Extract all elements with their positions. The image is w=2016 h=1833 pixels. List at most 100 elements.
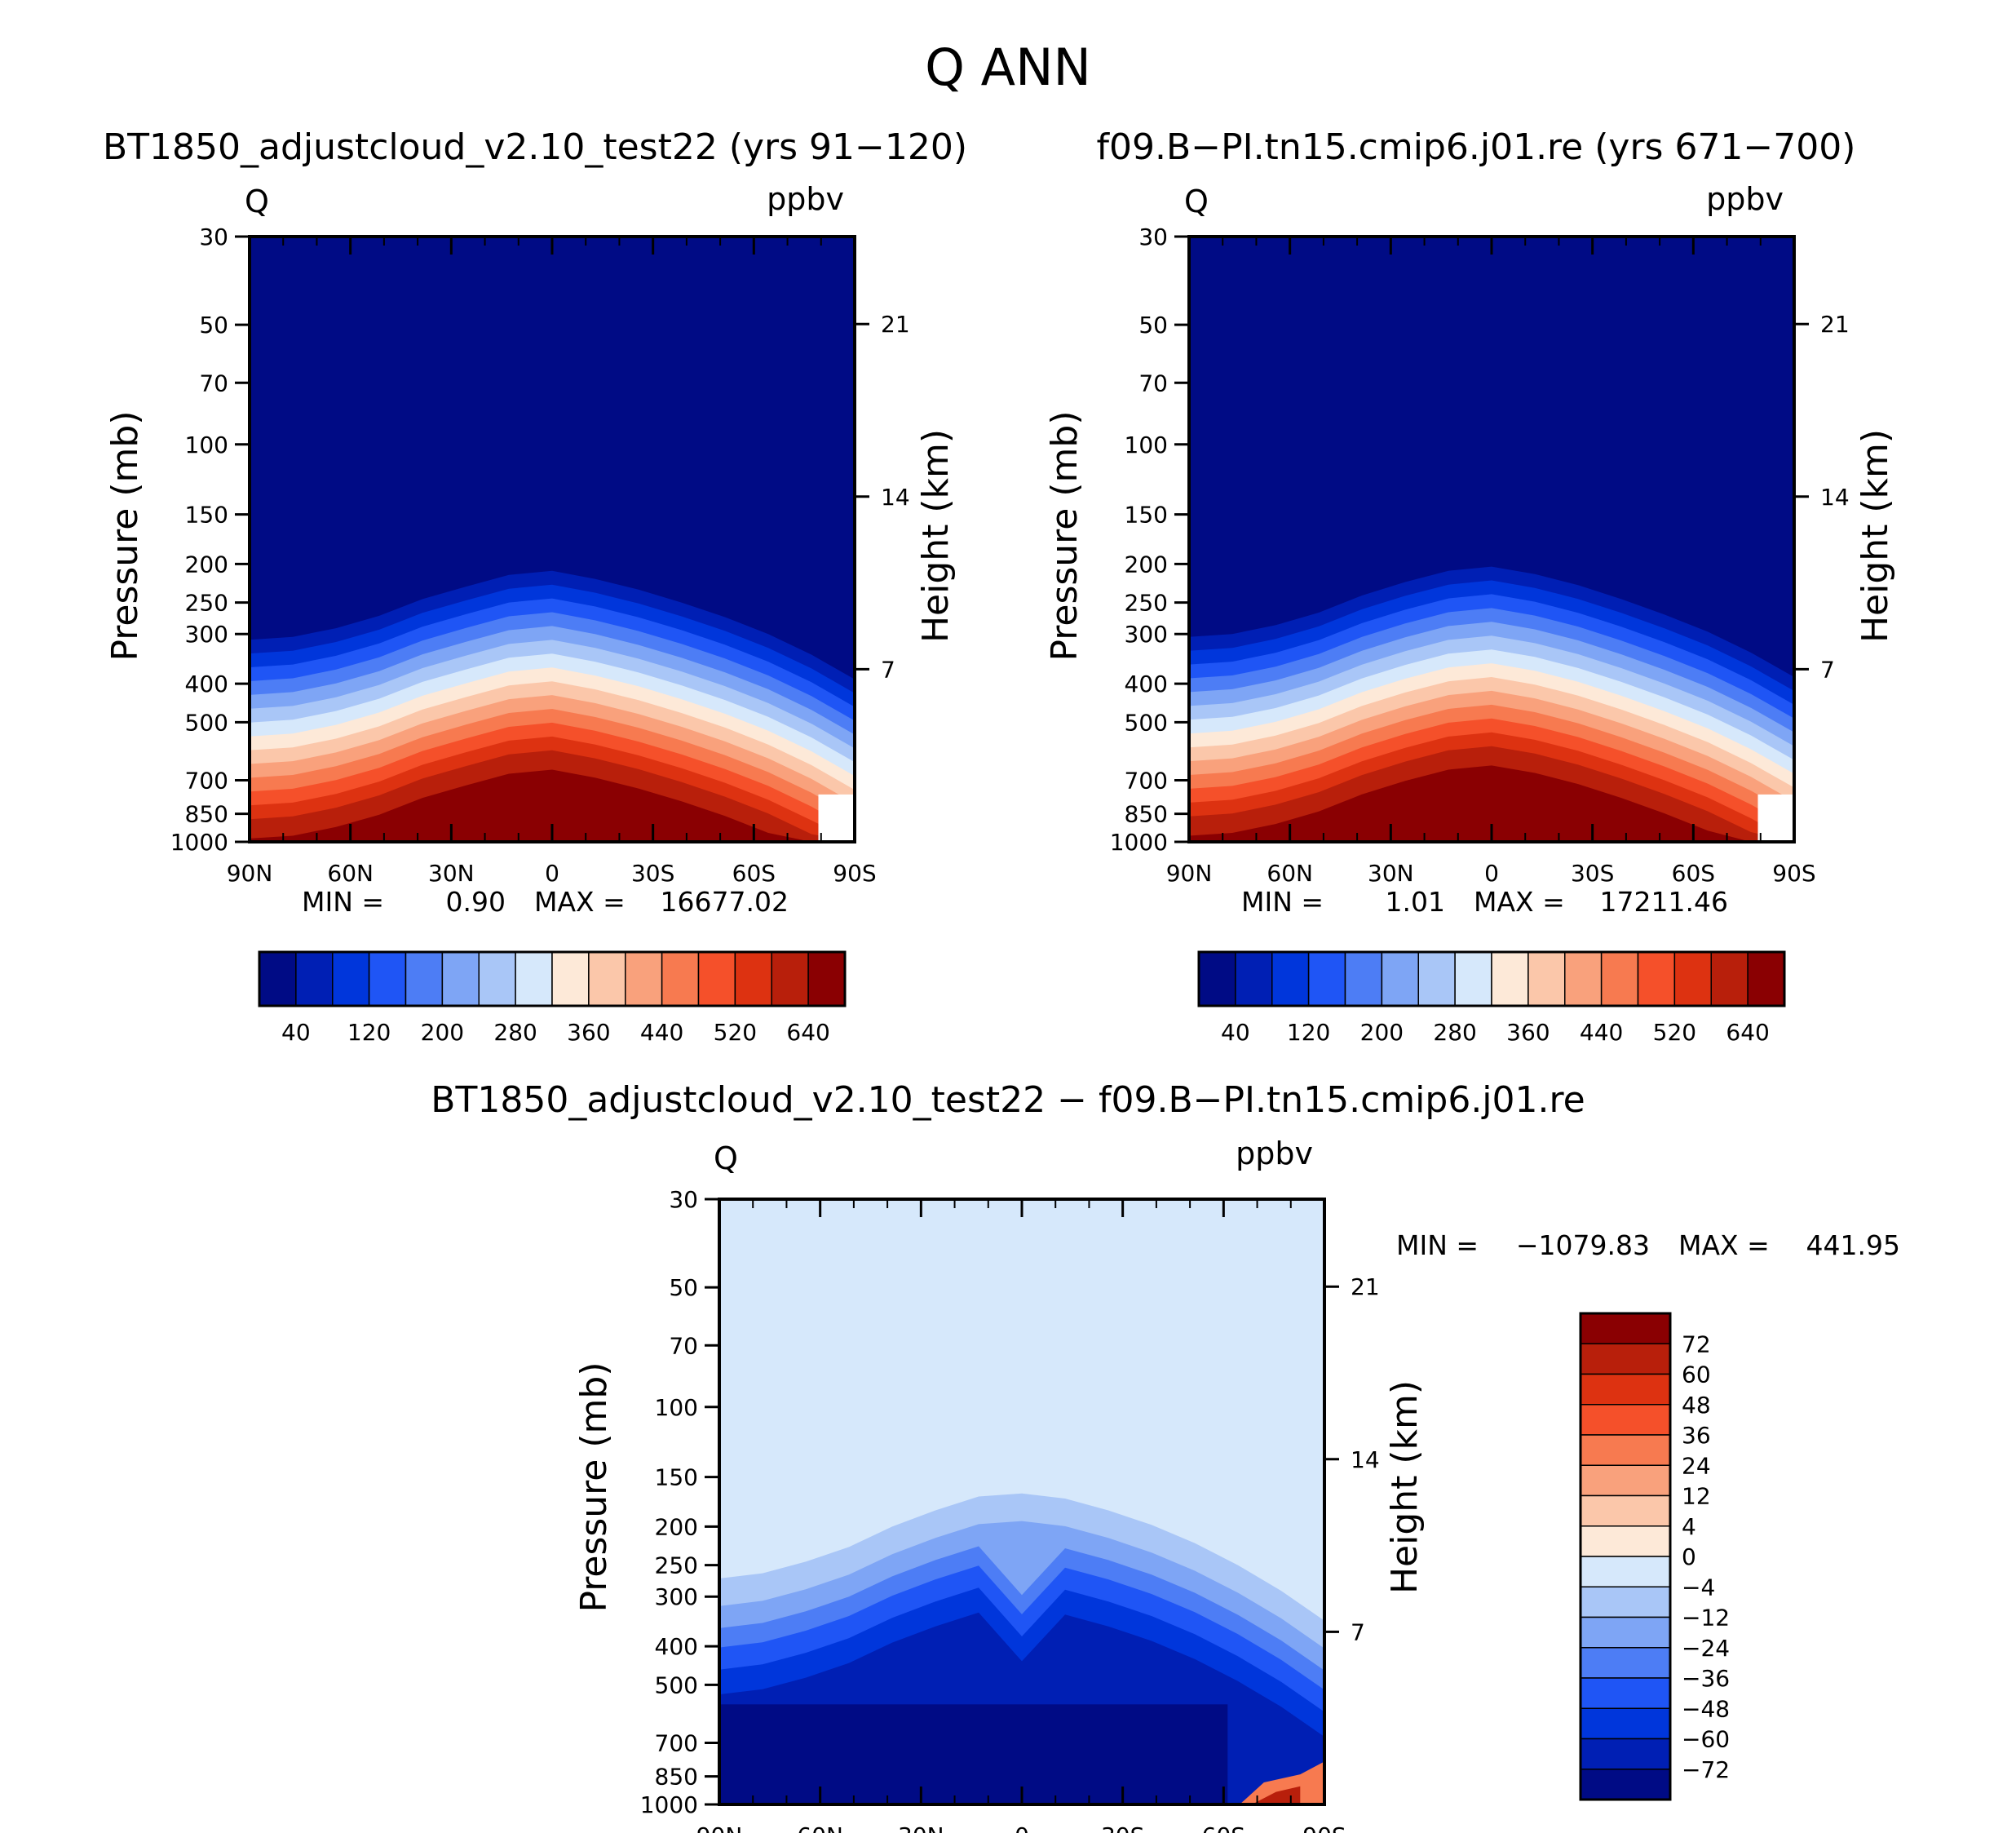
colorbar-swatch (1381, 951, 1419, 1007)
y-tick-label: 700 (185, 768, 228, 795)
x-tick-label: 30S (1571, 860, 1614, 887)
y-tick-label: 1000 (640, 1791, 698, 1818)
colorbar-swatch (478, 951, 516, 1007)
colorbar-swatch (1491, 951, 1529, 1007)
colorbar-label: −72 (1682, 1756, 1730, 1783)
colorbar-label: −12 (1682, 1605, 1730, 1632)
colorbar: 40 120 200 280 360 440 520 640 (258, 950, 847, 1046)
y-tick-label: 400 (655, 1633, 698, 1660)
y-tick-label: 150 (185, 502, 228, 529)
colorbar-label: 520 (714, 1019, 757, 1046)
y2-tick-label: 14 (1351, 1446, 1380, 1473)
colorbar-label: 440 (640, 1019, 683, 1046)
colorbar-swatch (405, 951, 444, 1007)
y-axis-label: Pressure (mb) (1044, 411, 1085, 662)
y2-axis-label: Height (km) (915, 429, 957, 643)
colorbar-swatch (1580, 1616, 1671, 1649)
colorbar-label: −48 (1682, 1695, 1730, 1722)
colorbar-swatch (1580, 1677, 1671, 1709)
colorbar-label: 0 (1682, 1543, 1696, 1570)
difference-title: BT1850_adjustcloud_v2.10_test22 − f09.B−… (431, 1079, 1585, 1121)
colorbar-swatch (661, 951, 700, 1007)
min-value: 1.01 (1386, 886, 1445, 918)
contour-band (719, 1704, 1228, 1804)
x-tick-label: 60N (327, 860, 374, 887)
y-tick-label: 300 (185, 621, 228, 648)
min-label: MIN = (302, 886, 384, 918)
y-tick-label: 70 (669, 1332, 698, 1359)
panel-model-1: BT1850_adjustcloud_v2.10_test22 (yrs 91−… (103, 126, 967, 1046)
colorbar-swatch (1580, 1525, 1671, 1557)
colorbar-swatch (1307, 951, 1346, 1007)
colorbar-swatch (1580, 1769, 1671, 1800)
positive-anomaly (1240, 1761, 1324, 1804)
y-tick-label: 30 (669, 1186, 698, 1213)
x-tick-label: 90N (696, 1822, 743, 1833)
colorbar-swatch (295, 951, 334, 1007)
x-tick-label: 60S (1202, 1822, 1245, 1833)
colorbar-swatch (1580, 1738, 1671, 1770)
y2-tick-label: 7 (881, 656, 895, 683)
colorbar-swatch (734, 951, 772, 1007)
y2-axis-label: Height (km) (1384, 1380, 1426, 1594)
max-label: MAX = (1474, 886, 1565, 918)
colorbar-swatch (1527, 951, 1566, 1007)
panel-difference: BT1850_adjustcloud_v2.10_test22 − f09.B−… (431, 1079, 1900, 1833)
colorbar-swatch (1271, 951, 1310, 1007)
max-value: 441.95 (1806, 1229, 1900, 1261)
x-tick-label: 90N (227, 860, 273, 887)
colorbar-frame (258, 950, 847, 1007)
y-axis-label: Pressure (mb) (104, 411, 146, 662)
colorbar-swatch (1580, 1556, 1671, 1587)
panel-title: BT1850_adjustcloud_v2.10_test22 (yrs 91−… (103, 126, 967, 168)
y-tick-label: 300 (1125, 621, 1168, 648)
y-tick-label: 250 (1125, 590, 1168, 617)
y-tick-label: 250 (655, 1552, 698, 1579)
colorbar-swatch (1344, 951, 1383, 1007)
colorbar-swatch (1580, 1464, 1671, 1497)
x-tick-label: 30N (898, 1822, 944, 1833)
colorbar-label: 24 (1682, 1452, 1711, 1479)
y-tick-label: 200 (185, 551, 228, 578)
contour-field (719, 1199, 1324, 1804)
colorbar-swatch (1637, 951, 1676, 1007)
y-tick-label: 150 (1125, 502, 1168, 529)
colorbar-label: 360 (567, 1019, 610, 1046)
variable-label: Q (1184, 184, 1209, 219)
colorbar-swatch (807, 951, 846, 1007)
y-tick-label: 1000 (170, 829, 228, 856)
colorbar-swatch (1673, 951, 1712, 1007)
x-tick-label: 0 (1484, 860, 1499, 887)
colorbar-label: 120 (347, 1019, 391, 1046)
colorbar-swatch (1454, 951, 1492, 1007)
colorbar-swatch (1564, 951, 1603, 1007)
units-label: ppbv (1236, 1136, 1313, 1171)
y-tick-label: 850 (185, 801, 228, 828)
x-tick-label: 30S (631, 860, 674, 887)
colorbar-label: 72 (1682, 1330, 1711, 1357)
contour-field (1189, 237, 1794, 842)
colorbar-label: 640 (1726, 1019, 1769, 1046)
colorbar-label: 640 (786, 1019, 829, 1046)
colorbar-swatch (625, 951, 663, 1007)
x-tick-label: 60S (732, 860, 776, 887)
x-tick-label: 90N (1166, 860, 1213, 887)
y-tick-label: 100 (185, 432, 228, 458)
y-axis-label: Pressure (mb) (573, 1362, 615, 1613)
colorbar-swatch (771, 951, 809, 1007)
colorbar-label: 280 (1433, 1019, 1476, 1046)
colorbar-label: −4 (1682, 1574, 1715, 1601)
colorbar-label: 200 (1360, 1019, 1404, 1046)
colorbar-frame (1197, 950, 1786, 1007)
contour-band (250, 769, 855, 842)
y-tick-label: 850 (655, 1764, 698, 1791)
panel-title: f09.B−PI.tn15.cmip6.j01.re (yrs 671−700) (1097, 126, 1856, 168)
missing-data-mask (1757, 794, 1794, 842)
y2-tick-label: 21 (881, 311, 910, 338)
colorbar-label: 360 (1506, 1019, 1550, 1046)
colorbar-swatch (1580, 1647, 1671, 1679)
colorbar-swatch (1580, 1494, 1671, 1527)
y-tick-label: 850 (1125, 801, 1168, 828)
x-tick-label: 90S (833, 860, 876, 887)
colorbar-swatch (1580, 1586, 1671, 1618)
